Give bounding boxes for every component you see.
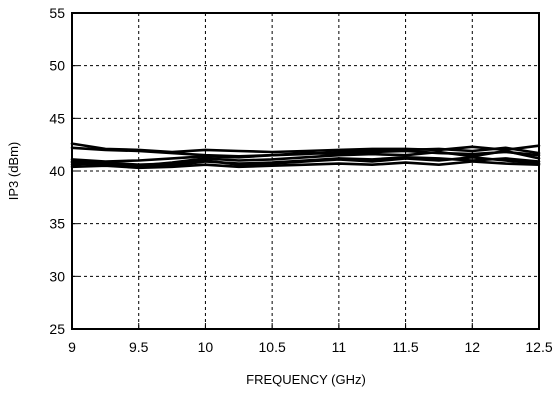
series-group [70, 142, 541, 170]
y-tick-label: 50 [49, 58, 65, 74]
x-tick-label: 12.5 [525, 339, 552, 355]
x-axis-ticks: 9 9.5 10 10.5 11 11.5 12 12.5 [68, 323, 553, 355]
series-line-6 [70, 156, 541, 166]
y-tick-label: 35 [49, 216, 65, 232]
y-axis-label: IP3 (dBm) [6, 142, 21, 201]
x-axis-label: FREQUENCY (GHz) [246, 372, 366, 387]
x-tick-label: 11 [332, 339, 347, 355]
x-tick-label: 10 [198, 339, 214, 355]
x-tick-label: 10.5 [259, 339, 286, 355]
y-tick-label: 40 [49, 163, 65, 179]
x-tick-label: 12 [464, 339, 480, 355]
x-tick-label: 11.5 [392, 339, 418, 355]
y-tick-label: 25 [49, 321, 65, 337]
y-tick-label: 55 [49, 5, 65, 21]
y-axis-ticks: 25 30 35 40 45 50 55 [49, 5, 78, 337]
x-tick-label: 9.5 [129, 339, 149, 355]
y-tick-label: 30 [49, 268, 65, 284]
series-line-7 [70, 160, 541, 170]
grid [72, 13, 539, 329]
y-tick-label: 45 [49, 110, 65, 126]
x-tick-label: 9 [68, 339, 76, 355]
